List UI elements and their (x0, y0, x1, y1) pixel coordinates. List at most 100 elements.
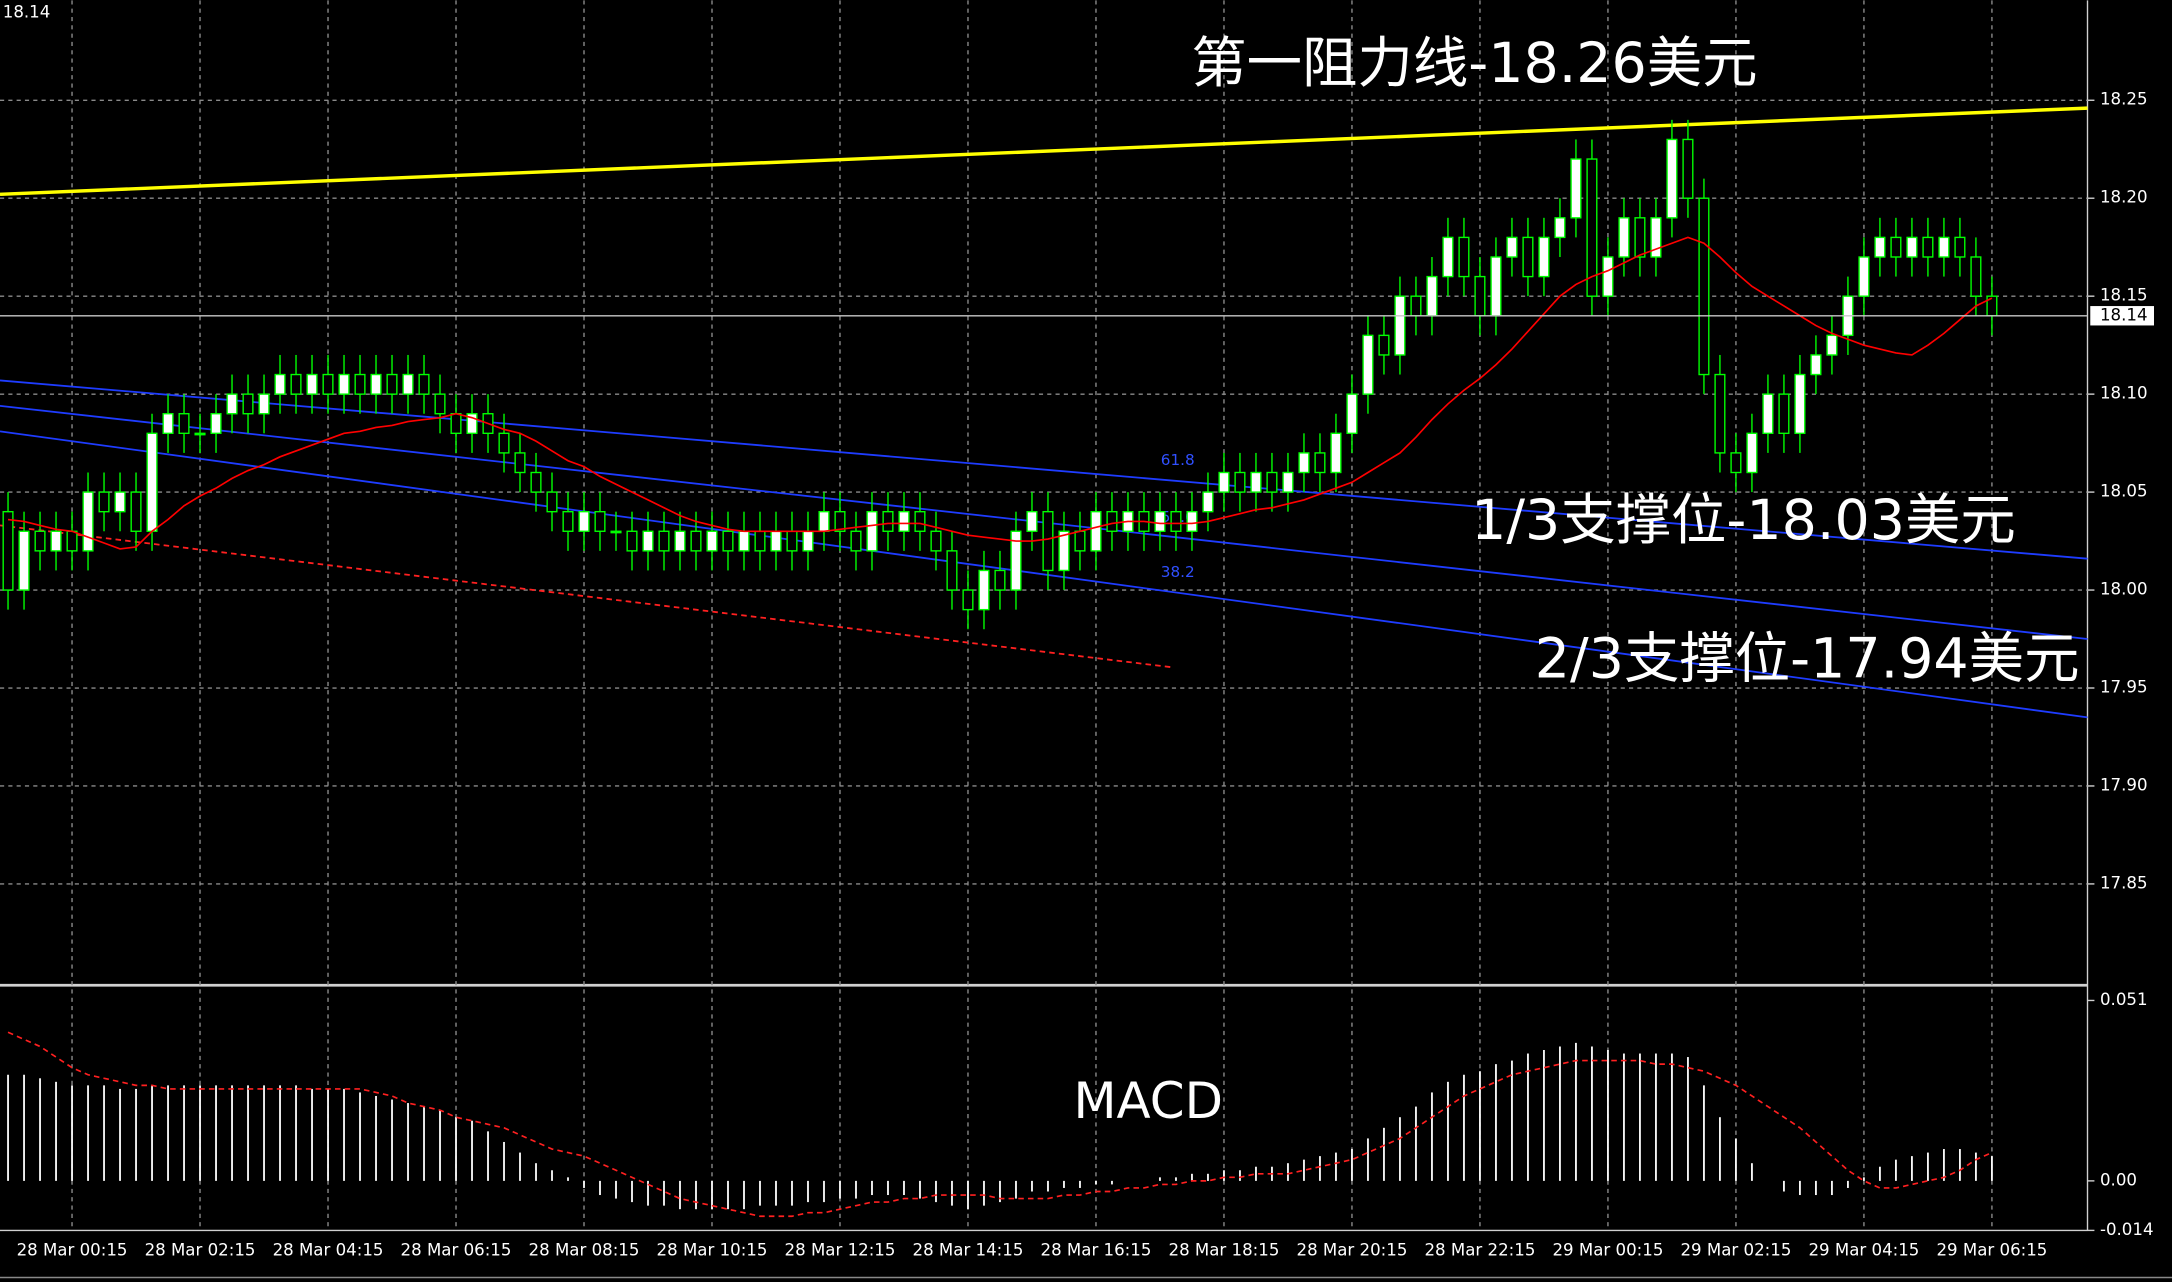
candle-body (1778, 393, 1790, 435)
candle-body (1090, 510, 1102, 552)
candle-body (594, 510, 606, 532)
candle-body (578, 510, 590, 532)
candle-body (962, 589, 974, 611)
candle-body (1730, 452, 1742, 474)
candle-body (626, 530, 638, 552)
x-tick-label: 29 Mar 02:15 (1680, 1241, 1791, 1260)
candle-body (1154, 510, 1166, 532)
x-tick-label: 28 Mar 04:15 (273, 1241, 384, 1260)
candle-body (1266, 471, 1278, 493)
candle-body (1394, 295, 1406, 356)
candle-body (1874, 236, 1886, 258)
candle-body (1970, 256, 1982, 297)
candle-body (1042, 510, 1054, 572)
candle-body (722, 530, 734, 552)
candle-body (1170, 510, 1182, 532)
candle-body (1330, 432, 1342, 474)
candle-body (978, 569, 990, 611)
candle-body (1890, 236, 1902, 258)
y-tick-label: 0.00 (2100, 1170, 2137, 1189)
candle-body (530, 471, 542, 493)
candle-body (402, 373, 414, 395)
x-tick-label: 28 Mar 08:15 (529, 1241, 640, 1260)
candle-body (1634, 217, 1646, 258)
candle-body (1314, 452, 1326, 474)
candle-body (1282, 471, 1294, 493)
candle-body (1618, 217, 1630, 258)
annotation: 2/3支撑位-17.94美元 (1535, 628, 2080, 692)
candle-body (386, 373, 398, 395)
y-tick-label: 18.10 (2100, 384, 2148, 403)
candle-body (1106, 510, 1118, 532)
price-box (2090, 306, 2154, 326)
candle-body (2, 510, 14, 591)
candle-body (1442, 236, 1454, 278)
candle-body (882, 510, 894, 532)
candle-body (802, 530, 814, 552)
candle-body (18, 530, 30, 591)
x-tick-label: 28 Mar 06:15 (401, 1241, 512, 1260)
candle-body (1074, 530, 1086, 552)
moving-average (7, 236, 1993, 550)
candle-body (370, 373, 382, 395)
candle-body (1698, 197, 1710, 376)
candle-body (146, 432, 158, 532)
candle-body (98, 491, 110, 513)
candle-body (274, 373, 286, 395)
candle-body (658, 530, 670, 552)
y-tick-label: 18.05 (2100, 482, 2148, 501)
candle-body (850, 530, 862, 552)
x-tick-label: 28 Mar 10:15 (657, 1241, 768, 1260)
candle-body (322, 373, 334, 395)
candle-body (1554, 217, 1566, 239)
candle-body (1010, 530, 1022, 591)
candle-body (1762, 393, 1774, 435)
candle-body (290, 373, 302, 395)
candle-body (1586, 158, 1598, 297)
candle-body (1954, 236, 1966, 258)
candle-body (930, 530, 942, 552)
candle-body (1218, 471, 1230, 493)
fib-label: 38.2 (1161, 563, 1195, 581)
candle-body (786, 530, 798, 552)
x-tick-label: 28 Mar 16:15 (1041, 1241, 1152, 1260)
candle-body (1234, 471, 1246, 493)
candle-body (1250, 471, 1262, 493)
candle-body (1794, 373, 1806, 435)
x-tick-label: 28 Mar 22:15 (1424, 1241, 1535, 1260)
candle-body (1490, 256, 1502, 317)
candle-body (1858, 256, 1870, 297)
candle-body (162, 413, 174, 435)
trend-line (0, 106, 2088, 197)
candle-body (642, 530, 654, 552)
candle-body (498, 432, 510, 454)
candle-body (546, 491, 558, 513)
x-tick-label: 29 Mar 06:15 (1936, 1241, 2047, 1260)
y-tick-label: 17.90 (2100, 775, 2148, 794)
candle-body (1650, 217, 1662, 258)
trend-line (0, 379, 2088, 560)
fib-label: 61.8 (1161, 451, 1195, 469)
x-tick-label: 28 Mar 14:15 (913, 1241, 1024, 1260)
y-tick-label: 18.15 (2100, 286, 2148, 305)
candle-body (242, 393, 254, 415)
candle-body (1938, 236, 1950, 258)
candle-body (1058, 530, 1070, 572)
candle-body (674, 530, 686, 552)
candle-body (754, 530, 766, 552)
candle-body (338, 373, 350, 395)
y-tick-label: 18.25 (2100, 90, 2148, 109)
annotation: 1/3支撑位-18.03美元 (1471, 489, 2016, 553)
current-price-label: 18.14 (3, 2, 51, 21)
candle-body (898, 510, 910, 532)
annotation: 第一阻力线-18.26美元 (1191, 32, 1757, 96)
candle-body (210, 413, 222, 435)
candle-body (1026, 510, 1038, 532)
candle-body (1922, 236, 1934, 258)
candle-body (818, 510, 830, 532)
candle-body (1410, 295, 1422, 317)
candle-body (194, 432, 206, 436)
candle-body (1570, 158, 1582, 219)
candle-body (866, 510, 878, 552)
